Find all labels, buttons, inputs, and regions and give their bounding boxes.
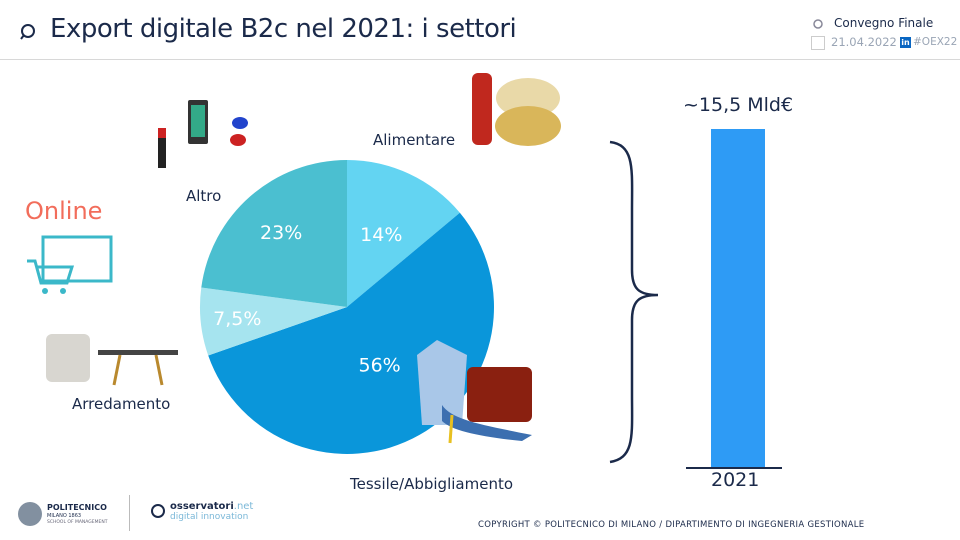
pie-slice-label: 56% <box>359 355 401 377</box>
polimi-logo: POLITECNICO <box>47 503 107 512</box>
bar-axis <box>686 467 782 469</box>
bar-2021 <box>711 129 765 468</box>
bar-year-label: 2021 <box>711 469 760 491</box>
oss-tagline: digital innovation <box>170 512 249 522</box>
pie-slice-3 <box>201 160 347 307</box>
pie-slice-label: 23% <box>260 222 302 244</box>
clothing-image <box>417 340 532 444</box>
pie-slice-2 <box>200 287 347 356</box>
linkedin-icon: in <box>900 37 911 48</box>
online-label: Online <box>25 197 103 225</box>
osservatori-logo: osservatori.net <box>170 501 253 512</box>
search-icon <box>813 19 823 29</box>
hashtag: #OEX22 <box>913 36 958 48</box>
page-title: Export digitale B2c nel 2021: i settori <box>50 14 517 44</box>
pie-slice-0 <box>347 160 460 307</box>
polimi-sub: MILANO 1863 <box>47 513 82 519</box>
bar-value-label: ~15,5 Mld€ <box>683 94 794 116</box>
pie-slice-label: 7,5% <box>213 308 261 330</box>
copyright: COPYRIGHT © POLITECNICO DI MILANO / DIPA… <box>478 520 865 530</box>
event-name: Convegno Finale <box>834 16 934 30</box>
label-alimentare: Alimentare <box>373 131 456 149</box>
label-altro: Altro <box>186 187 222 205</box>
osservatori-logo-icon <box>151 504 165 518</box>
event-date: 21.04.2022 <box>831 35 897 49</box>
calendar-icon <box>811 36 825 50</box>
pie-slice-label: 14% <box>360 224 402 246</box>
oss-net: .net <box>233 501 254 512</box>
footer-divider <box>129 495 130 531</box>
brace <box>609 140 659 464</box>
divider <box>0 59 960 60</box>
furniture-image <box>46 334 178 386</box>
polimi-seal <box>18 502 42 526</box>
label-tessile: Tessile/Abbigliamento <box>350 475 514 493</box>
food-image <box>472 73 561 146</box>
search-icon <box>20 24 35 40</box>
oss-name: osservatori <box>170 501 234 512</box>
label-arredamento: Arredamento <box>72 395 171 413</box>
electronics-cosmetics-image <box>158 100 248 168</box>
shopping-cart-laptop-icon <box>27 235 113 294</box>
polimi-school: SCHOOL OF MANAGEMENT <box>47 520 108 525</box>
